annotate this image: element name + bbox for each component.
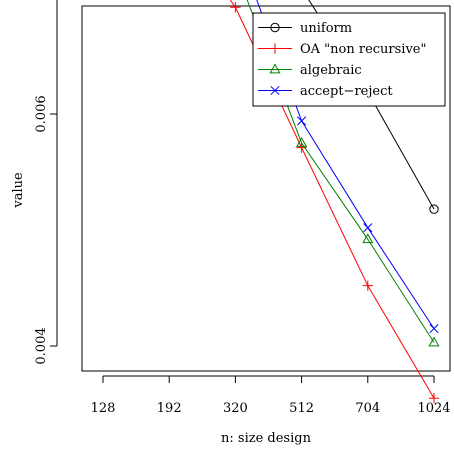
legend: uniform OA "non recursive" algebraic accept… — [252, 12, 446, 107]
data-point — [362, 280, 373, 291]
x-tick-label: 128 — [91, 401, 116, 416]
legend-box — [252, 12, 446, 107]
x-tick-label: 1024 — [417, 401, 450, 416]
legend-marker — [270, 22, 280, 33]
y-tick-label: 0.006 — [34, 95, 49, 132]
legend-item: OA "non recursive" — [258, 42, 426, 57]
data-point — [296, 136, 308, 147]
y-tick-label: 0.004 — [34, 327, 49, 364]
legend-label: OA "non recursive" — [300, 42, 426, 57]
x-tick-label: 512 — [289, 401, 314, 416]
data-point — [362, 233, 374, 244]
data-point — [363, 223, 373, 233]
x-axis-title: n: size design — [221, 431, 312, 446]
legend-marker — [269, 63, 281, 74]
data-point — [428, 393, 440, 404]
x-axis: 128 192 320 512 704 1024 — [91, 375, 451, 416]
legend-item: accept−reject — [258, 84, 393, 99]
legend-label: algebraic — [300, 63, 362, 78]
x-tick-label: 320 — [223, 401, 248, 416]
legend-marker — [269, 43, 281, 54]
legend-label: accept−reject — [300, 84, 393, 99]
legend-label: uniform — [300, 21, 352, 36]
legend-item: algebraic — [258, 63, 362, 78]
series-line — [308, 0, 435, 210]
legend-marker — [270, 85, 280, 96]
x-tick-label: 192 — [157, 401, 182, 416]
data-point — [428, 336, 440, 347]
plot-frame — [81, 5, 451, 372]
data-point — [297, 116, 307, 126]
x-tick-label: 704 — [355, 401, 380, 416]
data-point — [230, 2, 241, 13]
legend-item: uniform — [258, 21, 352, 36]
data-point — [429, 324, 439, 334]
data-point — [429, 204, 439, 214]
y-axis-title: value — [11, 172, 26, 209]
